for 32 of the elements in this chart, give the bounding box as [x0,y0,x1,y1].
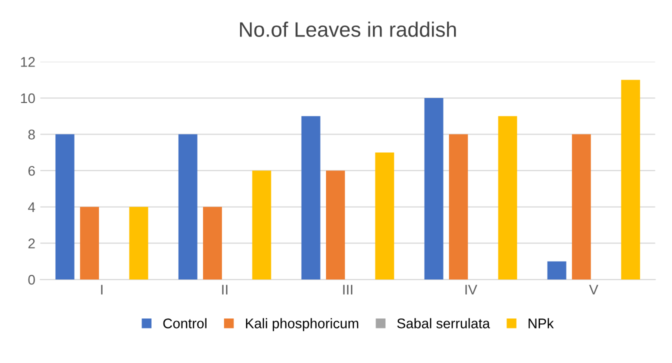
bar [178,134,198,280]
y-tick-label: 0 [28,274,35,285]
bar [55,134,74,280]
bar [80,206,99,280]
bar [498,116,518,280]
bar [129,206,148,280]
x-tick-label: I [101,284,102,294]
y-tick-label: 4 [28,202,36,212]
legend-label: Sabal serrulata [397,318,490,328]
bar [301,116,320,280]
y-tick-label: 2 [28,238,35,248]
y-tick-label: 8 [28,130,35,140]
legend-label: Kali phosphoricum [246,318,358,332]
x-tick-label: V [589,284,598,294]
x-tick-label: II [222,284,228,294]
x-tick-label: IV [465,284,478,294]
chart-title: No.of Leaves in raddish [240,22,456,37]
bar [621,80,640,280]
legend-label: NPk [528,318,554,328]
x-tick-label: III [343,284,352,294]
bar [375,152,394,280]
y-tick-label: 12 [21,57,35,67]
y-tick-label: 6 [28,166,35,176]
bar [326,170,345,280]
bar [252,170,272,280]
bar [203,206,222,280]
bar [572,134,591,280]
bar [424,98,444,280]
bar [547,261,566,280]
legend-label: Control [163,318,206,328]
y-tick-label: 10 [21,93,35,104]
bar [448,134,468,280]
